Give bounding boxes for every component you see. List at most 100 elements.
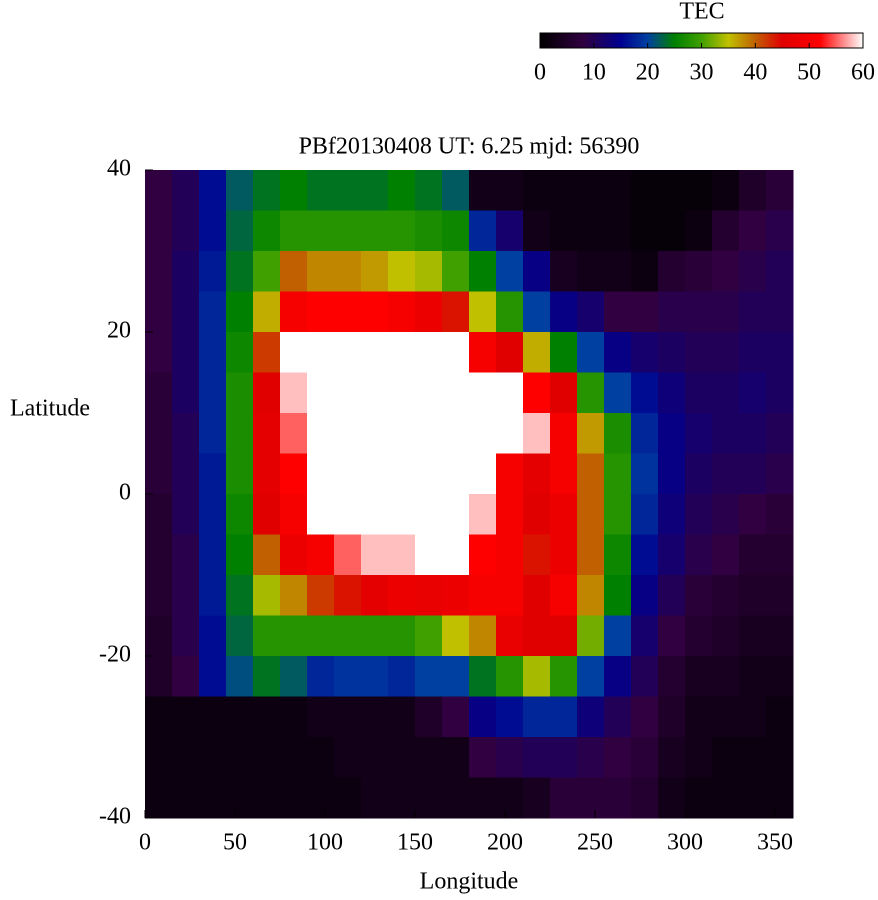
heatmap-cell (442, 453, 470, 495)
heatmap-cell (469, 413, 497, 454)
heatmap-cell (361, 332, 389, 373)
heatmap-cell (199, 575, 227, 616)
heatmap-cell (307, 494, 335, 535)
heatmap-cell (253, 575, 281, 616)
heatmap-cell (739, 777, 767, 819)
heatmap-cell (442, 372, 470, 414)
heatmap-cell (172, 210, 200, 252)
heatmap-cell (550, 453, 578, 495)
heatmap-cell (145, 777, 173, 819)
heatmap-cell (523, 372, 551, 414)
heatmap-cell (145, 453, 173, 495)
heatmap-cell (388, 494, 416, 535)
heatmap-cell (685, 737, 713, 778)
heatmap-cell (442, 575, 470, 616)
heatmap-cell (145, 413, 173, 454)
colorbar-tick-label: 40 (743, 60, 767, 86)
heatmap-cell (226, 737, 254, 778)
heatmap-cell (199, 656, 227, 697)
heatmap-cell (712, 737, 740, 778)
heatmap-cell (334, 615, 362, 657)
colorbar-tick-label: 20 (636, 60, 660, 86)
y-tick-label: 0 (119, 480, 131, 506)
heatmap-cell (307, 737, 335, 778)
heatmap-cell (766, 696, 794, 738)
heatmap-cell (577, 291, 605, 333)
heatmap-cell (496, 534, 524, 576)
heatmap-cell (145, 656, 173, 697)
heatmap-cell (550, 696, 578, 738)
heatmap-cell (712, 575, 740, 616)
heatmap-cell (469, 210, 497, 252)
heatmap-cell (766, 737, 794, 778)
heatmap-cell (307, 210, 335, 252)
heatmap-cell (523, 413, 551, 454)
colorbar-tick-label: 0 (534, 60, 546, 86)
heatmap-cell (226, 656, 254, 697)
heatmap-cell (280, 413, 308, 454)
heatmap-cell (226, 413, 254, 454)
heatmap-cell (658, 575, 686, 616)
heatmap-cell (685, 453, 713, 495)
heatmap-cell (334, 291, 362, 333)
heatmap-cell (172, 170, 200, 211)
heatmap-cell (577, 210, 605, 252)
heatmap-cell (604, 251, 632, 292)
heatmap-cell (469, 332, 497, 373)
heatmap-cell (442, 494, 470, 535)
colorbar-tick-label: 60 (851, 60, 875, 86)
heatmap-cell (226, 615, 254, 657)
heatmap-cell (253, 210, 281, 252)
heatmap-cell (739, 494, 767, 535)
heatmap-cell (442, 615, 470, 657)
heatmap-cell (145, 494, 173, 535)
heatmap-cell (388, 210, 416, 252)
heatmap-cell (361, 696, 389, 738)
heatmap-cell (523, 170, 551, 211)
heatmap-cell (199, 696, 227, 738)
heatmap-cell (766, 291, 794, 333)
heatmap-cell (496, 372, 524, 414)
x-tick-label: 50 (223, 830, 247, 856)
heatmap-cell (658, 453, 686, 495)
heatmap-cell (226, 696, 254, 738)
heatmap-cell (577, 534, 605, 576)
heatmap-cell (577, 413, 605, 454)
heatmap-cell (604, 777, 632, 819)
heatmap-cell (442, 777, 470, 819)
heatmap-cell (307, 615, 335, 657)
heatmap-cell (280, 737, 308, 778)
heatmap-cell (172, 291, 200, 333)
heatmap-cell (442, 413, 470, 454)
heatmap-cell (199, 615, 227, 657)
heatmap-cell (469, 372, 497, 414)
heatmap-cell (631, 413, 659, 454)
heatmap-cell (712, 656, 740, 697)
heatmap-cell (739, 332, 767, 373)
heatmap-cell (253, 696, 281, 738)
y-tick-label: -20 (99, 642, 131, 668)
heatmap-cell (442, 737, 470, 778)
heatmap-cell (334, 656, 362, 697)
heatmap-cell (604, 615, 632, 657)
heatmap-cell (307, 413, 335, 454)
heatmap-cell (631, 777, 659, 819)
heatmap-cell (766, 251, 794, 292)
heatmap-cell (496, 777, 524, 819)
heatmap-cell (550, 494, 578, 535)
heatmap-cell (496, 737, 524, 778)
heatmap-cell (361, 575, 389, 616)
heatmap-cell (361, 737, 389, 778)
heatmap-cell (361, 170, 389, 211)
heatmap-cell (280, 251, 308, 292)
heatmap-cell (577, 251, 605, 292)
heatmap-cell (766, 413, 794, 454)
heatmap-cell (280, 291, 308, 333)
heatmap-cell (388, 453, 416, 495)
heatmap-cell (712, 413, 740, 454)
heatmap-cell (307, 453, 335, 495)
heatmap-cell (523, 777, 551, 819)
heatmap-cell (307, 696, 335, 738)
heatmap-cell (307, 575, 335, 616)
heatmap-cell (523, 453, 551, 495)
